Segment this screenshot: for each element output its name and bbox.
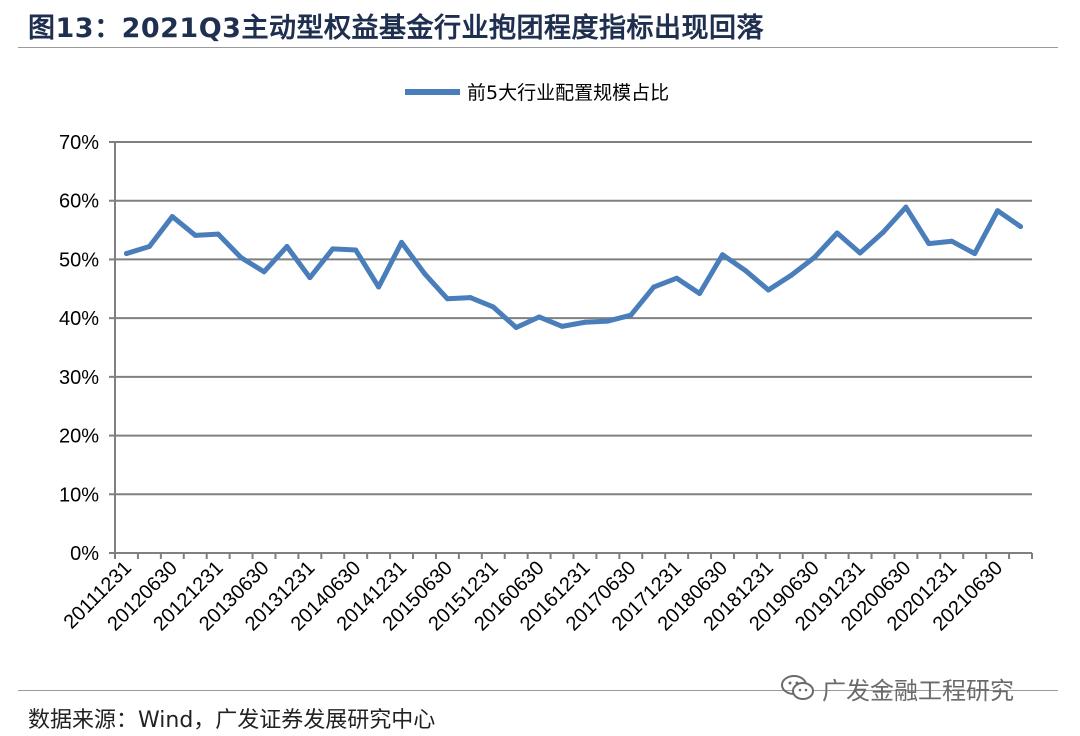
data-point <box>284 244 290 250</box>
data-point <box>857 250 863 256</box>
data-point <box>605 318 611 324</box>
data-point <box>720 252 726 258</box>
data-point <box>880 229 886 235</box>
y-tick-label: 70% <box>59 132 99 154</box>
data-point <box>949 238 955 244</box>
legend: 前5大行业配置规模占比 <box>405 82 669 104</box>
data-point <box>261 269 267 275</box>
axes <box>114 142 1032 554</box>
data-point <box>307 275 313 281</box>
data-point <box>651 284 657 290</box>
data-point <box>192 232 198 238</box>
data-point <box>559 323 565 329</box>
data-point <box>421 271 427 277</box>
data-point <box>467 295 473 301</box>
data-point <box>444 296 450 302</box>
data-point <box>146 244 152 250</box>
series-layer <box>123 204 1024 331</box>
data-point <box>490 304 496 310</box>
data-point <box>513 325 519 331</box>
data-point <box>123 251 129 257</box>
gridlines <box>115 141 1032 496</box>
y-tick-label: 0% <box>70 543 99 565</box>
data-point <box>1018 224 1024 230</box>
y-tick-label: 10% <box>59 484 99 506</box>
data-point <box>742 268 748 274</box>
line-chart: 0% 10% 20% 30% 40% 50% 60% 70% 2011123120120630… <box>59 82 1033 635</box>
data-point <box>697 290 703 296</box>
y-tick-label: 60% <box>59 191 99 213</box>
data-point <box>353 247 359 253</box>
data-point <box>972 251 978 257</box>
data-point <box>399 239 405 245</box>
y-tick-label: 20% <box>59 426 99 448</box>
wechat-icon <box>781 675 814 700</box>
data-point <box>582 319 588 325</box>
data-point <box>238 255 244 261</box>
data-point <box>215 231 221 237</box>
data-point <box>628 312 634 318</box>
bottom-divider <box>18 690 1058 691</box>
data-point <box>811 255 817 261</box>
figure-title: 图13：2021Q3主动型权益基金行业抱团程度指标出现回落 <box>28 13 764 44</box>
source-note: 数据来源：Wind，广发证券发展研究中心 <box>28 708 436 733</box>
watermark-text: 广发金融工程研究 <box>822 676 1014 705</box>
x-axis-ticks: 2011123120120630201212312013063020131231… <box>60 553 1033 635</box>
data-point <box>674 275 680 281</box>
data-point <box>788 272 794 278</box>
y-tick-label: 40% <box>59 308 99 330</box>
data-point <box>995 208 1001 214</box>
y-axis-ticks: 0% 10% 20% 30% 40% 50% 60% 70% <box>59 132 115 565</box>
data-point <box>169 214 175 220</box>
top-divider <box>18 47 1058 48</box>
data-point <box>536 314 542 320</box>
data-point <box>903 204 909 210</box>
y-tick-label: 30% <box>59 367 99 389</box>
data-point <box>376 284 382 290</box>
y-tick-label: 50% <box>59 249 99 271</box>
series-line <box>123 204 1024 331</box>
data-point <box>330 246 336 252</box>
watermark: 广发金融工程研究 <box>780 672 1014 705</box>
data-point <box>926 241 932 247</box>
data-point <box>765 287 771 293</box>
legend-label: 前5大行业配置规模占比 <box>467 82 669 104</box>
data-point <box>834 230 840 236</box>
